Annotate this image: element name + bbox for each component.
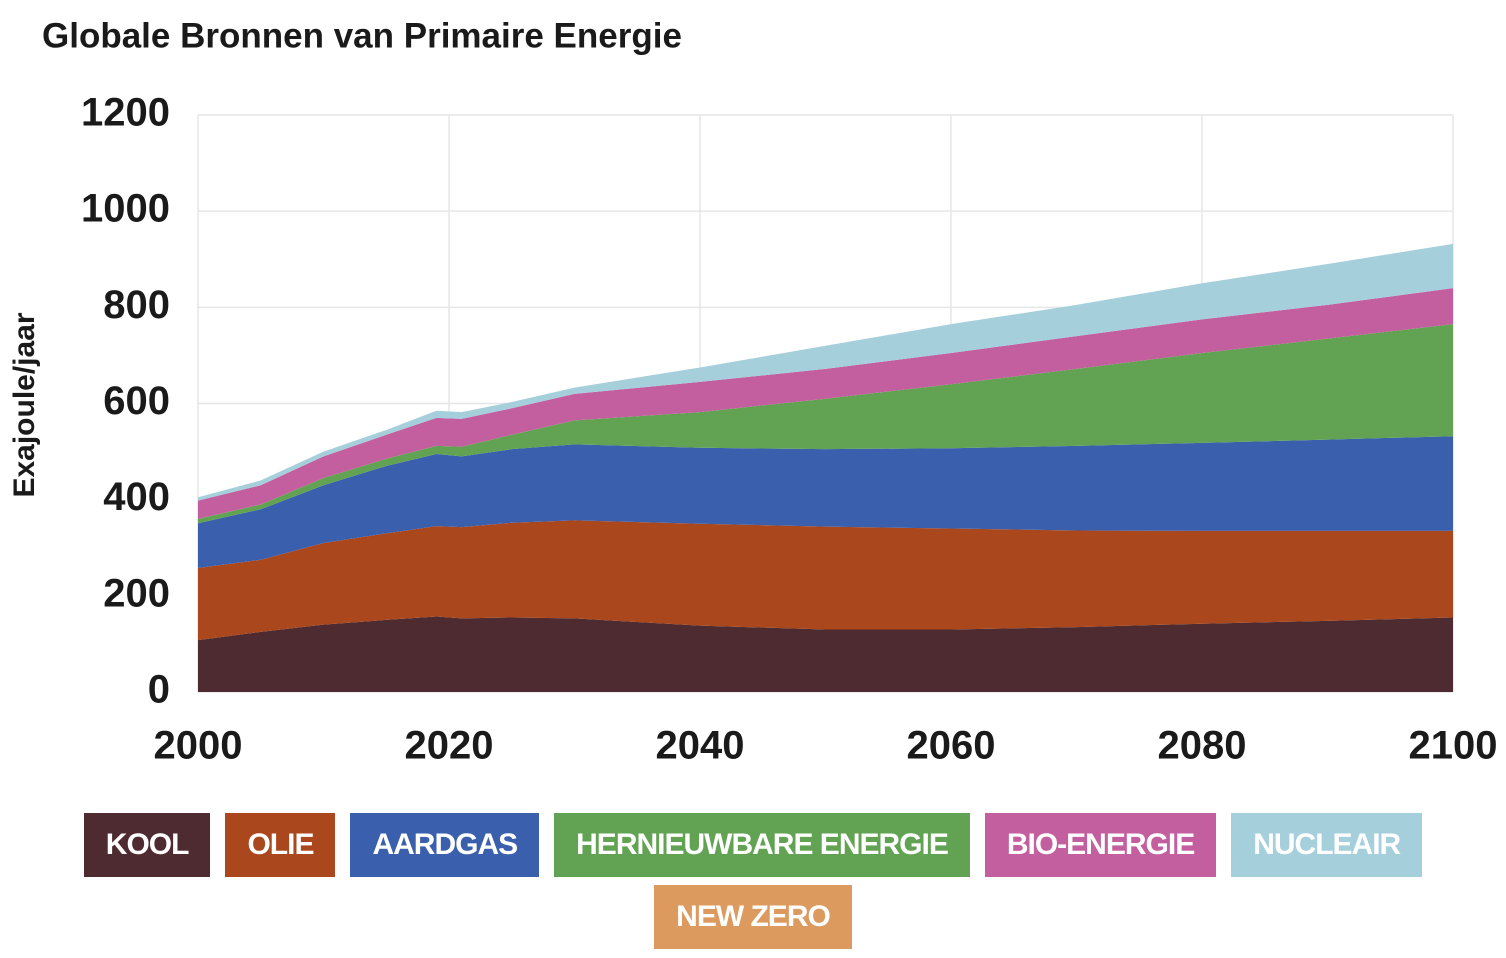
area bbox=[198, 288, 1453, 519]
x-tick-label: 2060 bbox=[907, 724, 996, 768]
area bbox=[198, 243, 1453, 501]
y-axis-label: Exajoule/jaar bbox=[8, 312, 41, 497]
x-tick-label: 2020 bbox=[405, 724, 494, 768]
legend-item[interactable]: BIO-ENERGIE bbox=[984, 813, 1217, 877]
legend-item[interactable]: NEW ZERO bbox=[654, 885, 852, 949]
y-tick-label: 1200 bbox=[81, 91, 170, 135]
legend-item[interactable]: AARDGAS bbox=[350, 813, 540, 877]
y-tick-label: 200 bbox=[103, 571, 170, 615]
legend-item[interactable]: KOOL bbox=[83, 813, 211, 877]
area bbox=[198, 616, 1453, 692]
x-tick-label: 2080 bbox=[1158, 724, 1247, 768]
x-tick-label: 2100 bbox=[1409, 724, 1498, 768]
chart: Globale Bronnen van Primaire Energie Exa… bbox=[8, 16, 1498, 768]
legend-item[interactable]: OLIE bbox=[225, 813, 336, 877]
area bbox=[198, 436, 1453, 568]
y-tick-label: 600 bbox=[103, 379, 170, 423]
area bbox=[198, 520, 1453, 641]
y-tick-label: 400 bbox=[103, 475, 170, 519]
x-tick-label: 2040 bbox=[656, 724, 745, 768]
y-tick-label: 800 bbox=[103, 283, 170, 327]
area bbox=[198, 324, 1453, 524]
legend-item[interactable]: HERNIEUWBARE ENERGIE bbox=[554, 813, 970, 877]
chart-title: Globale Bronnen van Primaire Energie bbox=[42, 16, 682, 55]
y-tick-label: 0 bbox=[148, 668, 170, 712]
legend-item[interactable]: NUCLEAIR bbox=[1231, 813, 1423, 877]
legend: KOOL OLIE AARDGAS HERNIEUWBARE ENERGIE BIO-E… bbox=[40, 813, 1466, 949]
y-tick-label: 1000 bbox=[81, 187, 170, 231]
x-tick-label: 2000 bbox=[154, 724, 243, 768]
